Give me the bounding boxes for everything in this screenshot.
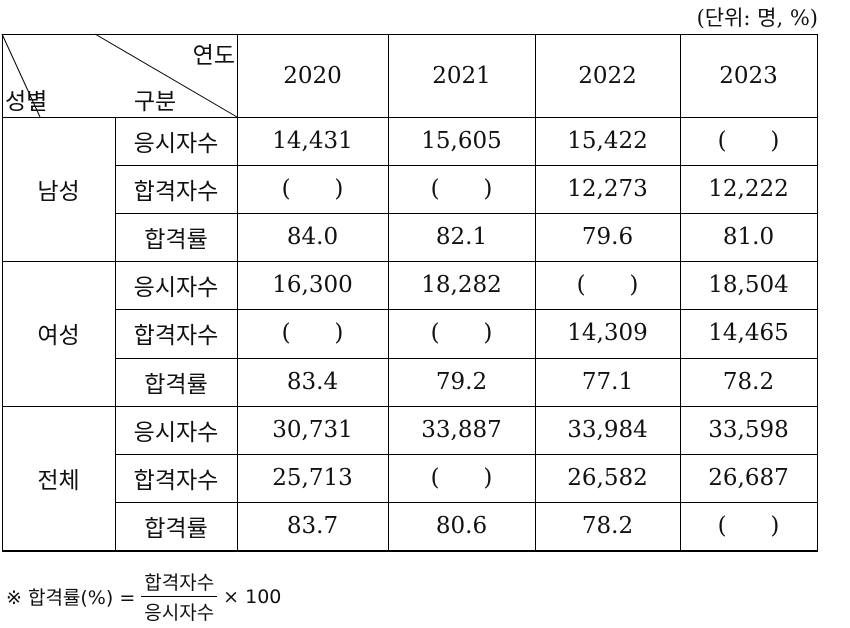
value-cell: ( ) — [430, 320, 493, 347]
value-cell: 83.4 — [286, 368, 339, 395]
value-cell: ( ) — [430, 464, 493, 491]
footnote: ※ 합격률(%) = 합격자수 응시자수 × 100 — [6, 568, 281, 625]
group-line — [2, 405, 817, 407]
value-cell: 14,431 — [272, 128, 353, 155]
value-cell: ( ) — [430, 176, 493, 203]
gender-cell: 남성 — [37, 179, 80, 206]
column-line — [237, 34, 238, 550]
year-label: 연도 — [192, 43, 235, 69]
fraction: 합격자수 응시자수 — [141, 568, 218, 625]
gender-cell: 여성 — [37, 323, 80, 350]
value-cell: 18,504 — [708, 272, 789, 299]
value-cell: 15,605 — [421, 128, 502, 155]
value-cell: 78.2 — [722, 368, 775, 395]
category-cell: 합격자수 — [133, 323, 219, 350]
row-line — [115, 453, 817, 455]
value-cell: 18,282 — [421, 272, 502, 299]
column-line — [2, 34, 3, 550]
numerator: 합격자수 — [141, 568, 218, 597]
value-cell: 14,309 — [567, 320, 648, 347]
category-cell: 합격자수 — [133, 179, 219, 206]
value-cell: ( ) — [576, 272, 639, 299]
column-line — [388, 34, 389, 550]
value-cell: ( ) — [281, 176, 344, 203]
value-cell: 14,465 — [708, 320, 789, 347]
year-header: 2021 — [432, 62, 491, 89]
value-cell: 80.6 — [435, 512, 488, 539]
column-line — [817, 34, 818, 550]
value-cell: 79.2 — [435, 368, 488, 395]
value-cell: 12,273 — [567, 176, 648, 203]
unit-label: (단위: 명, %) — [696, 6, 818, 30]
value-cell: 78.2 — [581, 512, 634, 539]
value-cell: 26,582 — [567, 464, 648, 491]
column-line — [115, 117, 116, 550]
year-header: 2023 — [719, 62, 778, 89]
value-cell: 82.1 — [435, 224, 488, 251]
value-cell: ( ) — [281, 320, 344, 347]
category-cell: 응시자수 — [133, 275, 219, 302]
row-line — [115, 357, 817, 359]
gender-label: 성별 — [5, 89, 48, 115]
category-cell: 합격률 — [144, 515, 208, 542]
value-cell: 15,422 — [567, 128, 648, 155]
category-cell: 합격률 — [144, 227, 208, 254]
row-line — [115, 309, 817, 311]
note-prefix: ※ 합격률(%) = — [6, 587, 136, 609]
bottom-border — [2, 550, 818, 552]
value-cell: 16,300 — [272, 272, 353, 299]
group-line — [2, 117, 817, 118]
group-line — [2, 261, 817, 263]
category-cell: 응시자수 — [133, 419, 219, 446]
value-cell: 83.7 — [286, 512, 339, 539]
top-border — [2, 34, 818, 35]
value-cell: 33,598 — [708, 416, 789, 443]
category-label: 구분 — [133, 89, 177, 115]
value-cell: 25,713 — [272, 464, 353, 491]
denominator: 응시자수 — [144, 602, 215, 624]
row-line — [115, 213, 817, 215]
value-cell: 77.1 — [581, 368, 634, 395]
gender-cell: 전체 — [37, 467, 80, 494]
value-cell: 33,984 — [567, 416, 648, 443]
year-header: 2022 — [578, 62, 637, 89]
category-cell: 합격률 — [144, 371, 208, 398]
column-line — [680, 34, 681, 550]
row-line — [115, 501, 817, 503]
value-cell: 33,887 — [421, 416, 502, 443]
value-cell: 26,687 — [708, 464, 789, 491]
value-cell: 81.0 — [722, 224, 775, 251]
value-cell: 79.6 — [581, 224, 634, 251]
value-cell: 84.0 — [286, 224, 339, 251]
category-cell: 응시자수 — [133, 131, 219, 158]
column-line — [535, 34, 536, 550]
category-cell: 합격자수 — [133, 467, 219, 494]
year-header: 2020 — [283, 62, 342, 89]
value-cell: 30,731 — [272, 416, 353, 443]
value-cell: ( ) — [717, 128, 780, 155]
value-cell: 12,222 — [708, 176, 789, 203]
row-line — [115, 165, 817, 167]
value-cell: ( ) — [717, 512, 780, 539]
note-suffix: × 100 — [223, 585, 282, 608]
